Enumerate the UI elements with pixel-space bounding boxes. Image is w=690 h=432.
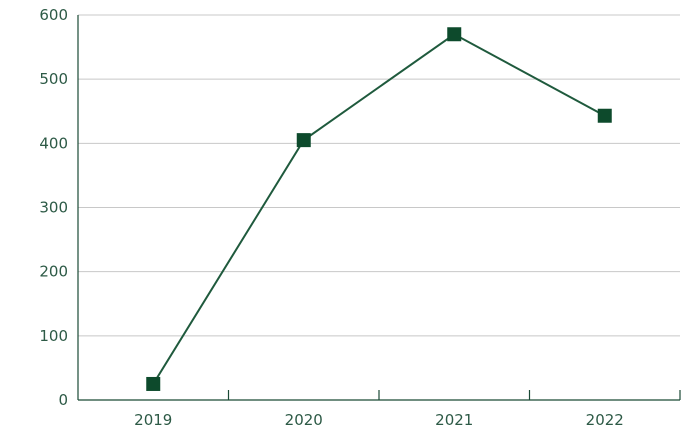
x-tick-label: 2021 (435, 411, 473, 429)
data-point-2020 (296, 133, 311, 148)
x-tick-labels: 2019 2020 2021 2022 (134, 411, 624, 429)
series-group (146, 27, 612, 391)
y-tick-label: 300 (39, 199, 68, 217)
y-tick-label: 400 (39, 134, 68, 152)
series-line (152, 33, 606, 385)
data-point-2021 (447, 27, 462, 42)
y-tick-label: 100 (39, 327, 68, 345)
x-tick-label: 2022 (586, 411, 624, 429)
y-tick-label: 600 (39, 6, 68, 24)
x-tick-label: 2019 (134, 411, 172, 429)
y-tick-label: 0 (58, 391, 68, 409)
y-tick-labels: 0 100 200 300 400 500 600 (39, 6, 68, 409)
data-point-2019 (146, 376, 161, 391)
gridlines (78, 14, 680, 337)
y-tick-label: 200 (39, 263, 68, 281)
axes (77, 15, 681, 401)
x-tick-label: 2020 (285, 411, 323, 429)
y-tick-label: 500 (39, 70, 68, 88)
data-point-2022 (597, 108, 612, 123)
